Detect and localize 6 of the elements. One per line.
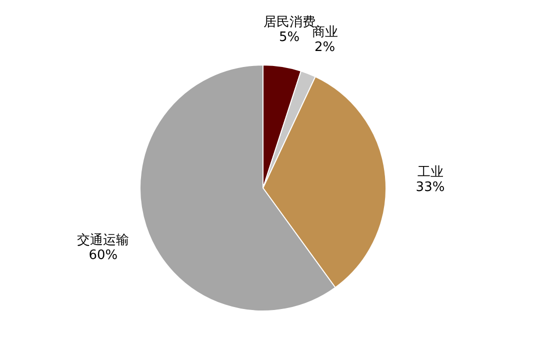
data-label: 60% xyxy=(88,248,118,263)
slice-label: 交通运输 xyxy=(77,232,130,248)
data-label: 5% xyxy=(278,30,300,46)
data-label: 2% xyxy=(314,40,336,55)
slice-label: 工业 xyxy=(417,165,444,180)
data-label: 33% xyxy=(416,180,445,196)
